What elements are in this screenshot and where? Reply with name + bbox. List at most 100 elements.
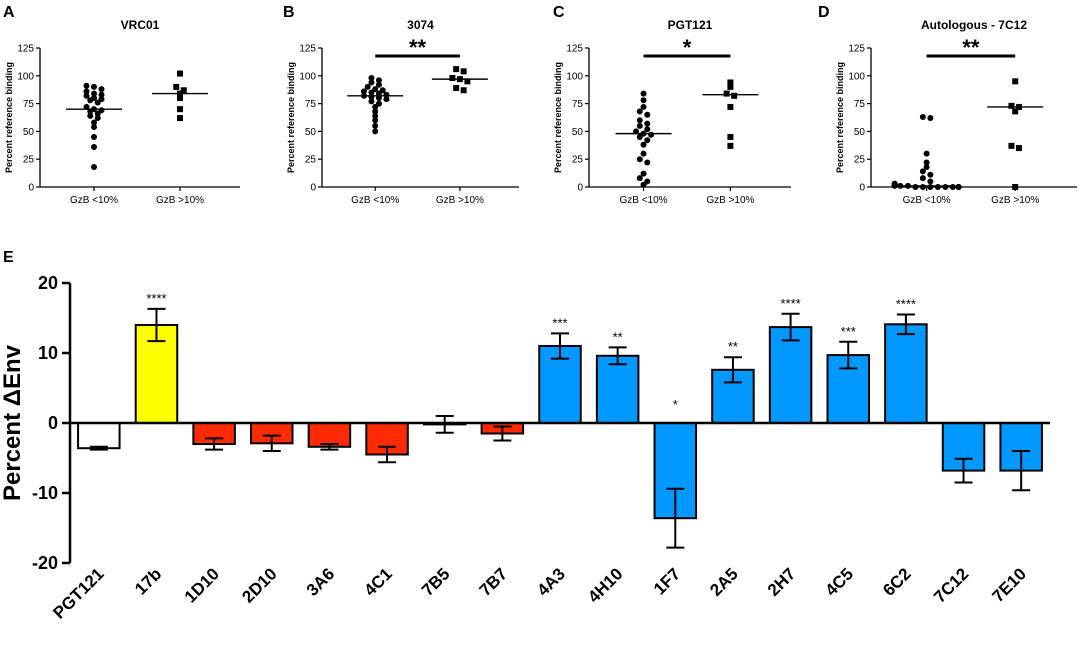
data-point-circle: [375, 95, 382, 102]
bar-4h10: [595, 354, 640, 424]
data-point-circle: [636, 156, 643, 163]
x-tick-label: 2A5: [706, 564, 741, 599]
data-point-circle: [372, 103, 379, 110]
data-point-circle: [91, 83, 97, 90]
x-tick-label: GzB >10%: [706, 195, 754, 206]
y-tick-label: -10: [32, 483, 58, 503]
x-tick-label: GzB >10%: [436, 195, 484, 206]
data-point-circle: [87, 108, 94, 115]
data-point-circle: [94, 110, 101, 117]
data-point-circle: [372, 128, 379, 135]
data-point-circle: [640, 150, 647, 157]
data-point-circle: [87, 97, 94, 104]
x-tick-label: GzB <10%: [619, 195, 667, 206]
y-axis-label: Percent reference binding: [286, 62, 296, 173]
significance-stars: ***: [841, 324, 856, 339]
data-point-circle: [633, 128, 640, 135]
data-point-square: [460, 68, 467, 75]
y-tick-label: 0: [28, 183, 34, 194]
bar-pgt121: [77, 422, 121, 450]
x-tick-label: 7C12: [930, 564, 972, 606]
data-point-circle: [640, 97, 647, 104]
data-point-circle: [98, 91, 105, 98]
significance-stars: ****: [780, 296, 800, 311]
x-tick-label: 4H10: [584, 564, 626, 606]
y-tick-label: 75: [854, 99, 866, 110]
data-point-circle: [375, 77, 382, 84]
y-tick-label: 125: [17, 44, 34, 55]
data-point-square: [1008, 102, 1015, 109]
data-point-circle: [372, 112, 379, 119]
data-point-square: [1012, 184, 1019, 190]
data-point-circle: [636, 108, 643, 115]
y-tick-label: 100: [299, 71, 316, 82]
x-tick-label: GzB <10%: [903, 195, 951, 206]
y-tick-label: 50: [305, 127, 317, 138]
y-tick-label: 75: [23, 99, 35, 110]
data-point-circle: [640, 141, 647, 148]
data-point-square: [180, 87, 187, 94]
data-point-circle: [383, 96, 390, 103]
data-point-circle: [98, 86, 105, 93]
data-point-square: [1012, 78, 1019, 85]
data-point-square: [727, 79, 734, 86]
x-tick-label: GzB >10%: [156, 195, 204, 206]
data-point-square: [464, 78, 471, 85]
y-tick-label: 0: [577, 183, 583, 194]
data-point-circle: [919, 184, 926, 190]
data-point-square: [1015, 145, 1022, 152]
data-point-circle: [94, 115, 101, 122]
y-axis-label: Percent reference binding: [835, 62, 845, 173]
data-point-circle: [91, 123, 97, 130]
x-tick-label: 4C1: [360, 564, 395, 599]
data-point-circle: [919, 113, 926, 120]
x-tick-label: PGT121: [49, 564, 107, 622]
x-tick-label: 7B5: [418, 564, 453, 599]
data-point-circle: [636, 122, 643, 129]
y-tick-label: 0: [310, 183, 316, 194]
y-tick-label: -20: [32, 553, 58, 573]
data-point-circle: [955, 184, 962, 190]
data-point-circle: [372, 117, 379, 124]
data-point-circle: [91, 143, 97, 150]
panel-label-c: C: [553, 4, 565, 21]
x-tick-label: 17b: [131, 564, 165, 598]
data-point-circle: [640, 103, 647, 110]
significance-stars: *: [673, 397, 678, 412]
y-axis-label: Percent reference binding: [4, 62, 14, 173]
bar-6c2: [884, 323, 928, 424]
data-point-circle: [83, 92, 90, 99]
data-point-circle: [912, 184, 919, 190]
data-point-circle: [923, 150, 930, 157]
data-point-circle: [91, 119, 97, 126]
x-tick-label: 2D10: [238, 564, 280, 606]
data-point-circle: [942, 184, 949, 190]
data-point-square: [177, 106, 183, 113]
significance-stars: ***: [552, 315, 567, 330]
y-tick-label: 20: [38, 273, 58, 293]
data-point-circle: [644, 111, 651, 118]
y-tick-label: 0: [859, 183, 865, 194]
data-point-circle: [372, 108, 379, 115]
y-tick-label: 25: [854, 155, 866, 166]
y-tick-label: 125: [299, 44, 316, 55]
data-point-circle: [927, 184, 934, 190]
data-point-circle: [923, 163, 930, 170]
data-point-circle: [87, 112, 94, 119]
data-point-circle: [636, 117, 643, 124]
data-point-circle: [91, 90, 97, 97]
data-point-circle: [91, 133, 97, 140]
x-tick-label: 7E10: [988, 564, 1030, 606]
x-tick-label: 1D10: [181, 564, 223, 606]
chart-title: 3074: [407, 18, 434, 32]
y-tick-label: 75: [572, 99, 584, 110]
significance-label: **: [409, 35, 427, 60]
data-point-circle: [636, 175, 643, 182]
data-point-circle: [923, 159, 930, 166]
data-point-square: [177, 95, 183, 102]
